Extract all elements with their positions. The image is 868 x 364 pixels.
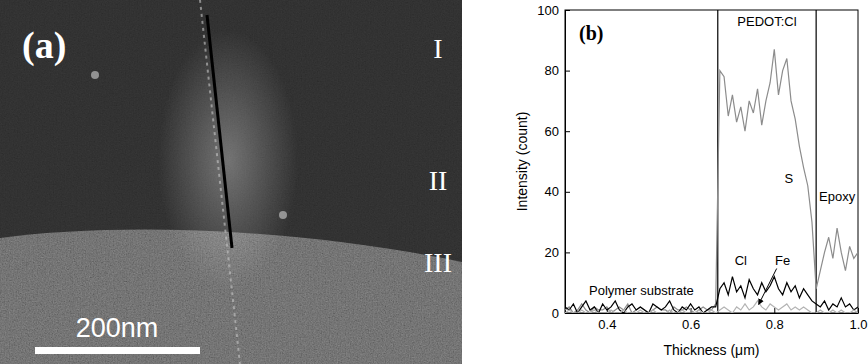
tick-label: 80 bbox=[545, 63, 559, 78]
image-panel: (a)IIIIII200nm bbox=[0, 0, 462, 364]
tick-mark bbox=[565, 131, 570, 132]
tick-label: 0.6 bbox=[682, 317, 700, 332]
tick-mark bbox=[858, 308, 859, 313]
region-label: II bbox=[429, 165, 448, 196]
label-arrow bbox=[759, 269, 777, 305]
tick-label: 100 bbox=[537, 3, 559, 18]
axis-line bbox=[566, 313, 859, 314]
series-label: Cl bbox=[735, 253, 747, 268]
tick-label: 0.8 bbox=[766, 317, 784, 332]
chart-panel: 0.4 0.6 0.8 1.0 0 20 40 60 80 100 Thickness (μm) In… bbox=[514, 3, 868, 358]
tick-label: 20 bbox=[545, 245, 559, 260]
region-label: I bbox=[433, 33, 442, 64]
series-label: Fe bbox=[775, 253, 790, 268]
tick-mark bbox=[565, 252, 570, 253]
tick-mark bbox=[565, 192, 570, 193]
x-axis-title: Thickness (μm) bbox=[664, 342, 760, 358]
region-annotation: Polymer substrate bbox=[589, 283, 694, 298]
series-line bbox=[565, 49, 858, 313]
region-label: III bbox=[424, 247, 452, 278]
plot-data bbox=[565, 10, 858, 313]
tick: 60 bbox=[545, 124, 570, 139]
tick: 0.8 bbox=[766, 308, 784, 332]
tick-label: 1.0 bbox=[849, 317, 867, 332]
tick-mark bbox=[565, 313, 570, 314]
region-annotation: Epoxy bbox=[819, 189, 856, 204]
scale-bar bbox=[35, 347, 200, 354]
bright-spot bbox=[279, 211, 287, 219]
tick: 100 bbox=[537, 3, 570, 18]
tick: 40 bbox=[545, 184, 570, 199]
tick-mark bbox=[565, 71, 570, 72]
figure: (a)IIIIII200nm0.40.60.81.0020406080100Th… bbox=[0, 0, 868, 364]
tick-mark bbox=[565, 10, 570, 11]
bright-spot bbox=[91, 71, 99, 79]
y-axis-title: Intensity (count) bbox=[514, 112, 530, 212]
region-annotation: PEDOT:Cl bbox=[737, 14, 796, 29]
image-background bbox=[0, 0, 462, 364]
layer-boundary bbox=[816, 10, 817, 313]
series-label: S bbox=[785, 171, 794, 186]
image-texture bbox=[0, 0, 462, 364]
series-line bbox=[565, 277, 858, 313]
panel-label: (a) bbox=[22, 24, 66, 67]
tick: 20 bbox=[545, 245, 570, 260]
series-line bbox=[565, 301, 858, 313]
dotted-trace bbox=[200, 0, 240, 364]
plot-frame bbox=[565, 10, 858, 313]
tick-mark bbox=[774, 308, 775, 313]
tick-label: 40 bbox=[545, 184, 559, 199]
tick-label: 0 bbox=[552, 306, 559, 321]
tick-label: 0.4 bbox=[598, 317, 616, 332]
y-axis: 0 20 40 60 80 100 bbox=[537, 3, 570, 321]
tick-label: 60 bbox=[545, 124, 559, 139]
axis-line bbox=[565, 11, 566, 314]
scan-line bbox=[207, 15, 232, 248]
region-iii-texture bbox=[0, 0, 462, 364]
tick: 80 bbox=[545, 63, 570, 78]
panel-label: (b) bbox=[579, 22, 603, 45]
scale-bar-label: 200nm bbox=[76, 313, 159, 343]
